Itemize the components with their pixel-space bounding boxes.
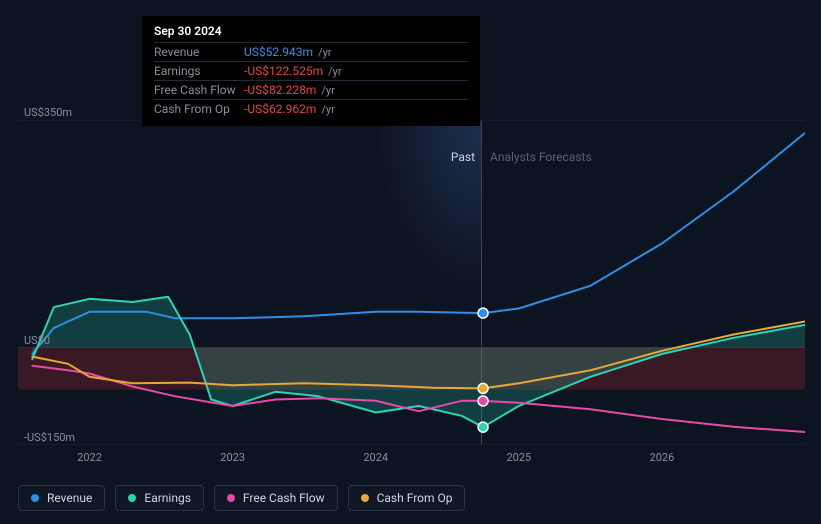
- y-axis-label: -US$150m: [24, 431, 75, 444]
- legend: Revenue Earnings Free Cash Flow Cash From O…: [18, 485, 465, 511]
- chart-svg: [18, 120, 805, 445]
- y-axis-label: US$0: [24, 334, 50, 347]
- chart-tooltip: Sep 30 2024 RevenueUS$52.943m/yrEarnings…: [142, 16, 480, 126]
- x-axis-label: 2026: [650, 451, 675, 464]
- chart-area: [18, 120, 805, 445]
- tooltip-row-suffix: /yr: [321, 84, 334, 97]
- x-axis-label: 2024: [363, 451, 388, 464]
- tooltip-row-value: -US$82.228m: [244, 83, 316, 97]
- tooltip-row-value: -US$122.525m: [244, 64, 323, 78]
- legend-item[interactable]: Cash From Op: [348, 485, 466, 511]
- y-axis-label: US$350m: [24, 106, 72, 119]
- tooltip-row-suffix: /yr: [328, 65, 341, 78]
- tooltip-row-value: -US$62.962m: [244, 102, 316, 116]
- legend-label: Free Cash Flow: [243, 491, 325, 505]
- tooltip-row: Earnings-US$122.525m/yr: [154, 61, 468, 80]
- x-axis-label: 2022: [77, 451, 102, 464]
- legend-dot-icon: [31, 494, 39, 502]
- legend-item[interactable]: Earnings: [115, 485, 204, 511]
- legend-item[interactable]: Free Cash Flow: [214, 485, 338, 511]
- tooltip-row-suffix: /yr: [318, 46, 331, 59]
- legend-dot-icon: [361, 494, 369, 502]
- tooltip-row-label: Earnings: [154, 64, 244, 78]
- tooltip-row-label: Cash From Op: [154, 102, 244, 116]
- tooltip-date: Sep 30 2024: [154, 24, 468, 42]
- x-axis-label: 2025: [506, 451, 531, 464]
- tooltip-rows: RevenueUS$52.943m/yrEarnings-US$122.525m…: [154, 42, 468, 118]
- legend-label: Cash From Op: [377, 491, 453, 505]
- tooltip-row: Free Cash Flow-US$82.228m/yr: [154, 80, 468, 99]
- legend-label: Revenue: [47, 491, 92, 505]
- legend-dot-icon: [227, 494, 235, 502]
- tooltip-row-value: US$52.943m: [244, 45, 313, 59]
- tooltip-row-suffix: /yr: [321, 103, 334, 116]
- tooltip-row: Cash From Op-US$62.962m/yr: [154, 99, 468, 118]
- x-axis-label: 2023: [220, 451, 245, 464]
- tooltip-row: RevenueUS$52.943m/yr: [154, 42, 468, 61]
- tooltip-row-label: Revenue: [154, 45, 244, 59]
- legend-dot-icon: [128, 494, 136, 502]
- legend-label: Earnings: [144, 491, 191, 505]
- legend-item[interactable]: Revenue: [18, 485, 105, 511]
- tooltip-row-label: Free Cash Flow: [154, 83, 244, 97]
- x-axis-labels: 2022 2023 2024 2025 2026: [18, 451, 805, 469]
